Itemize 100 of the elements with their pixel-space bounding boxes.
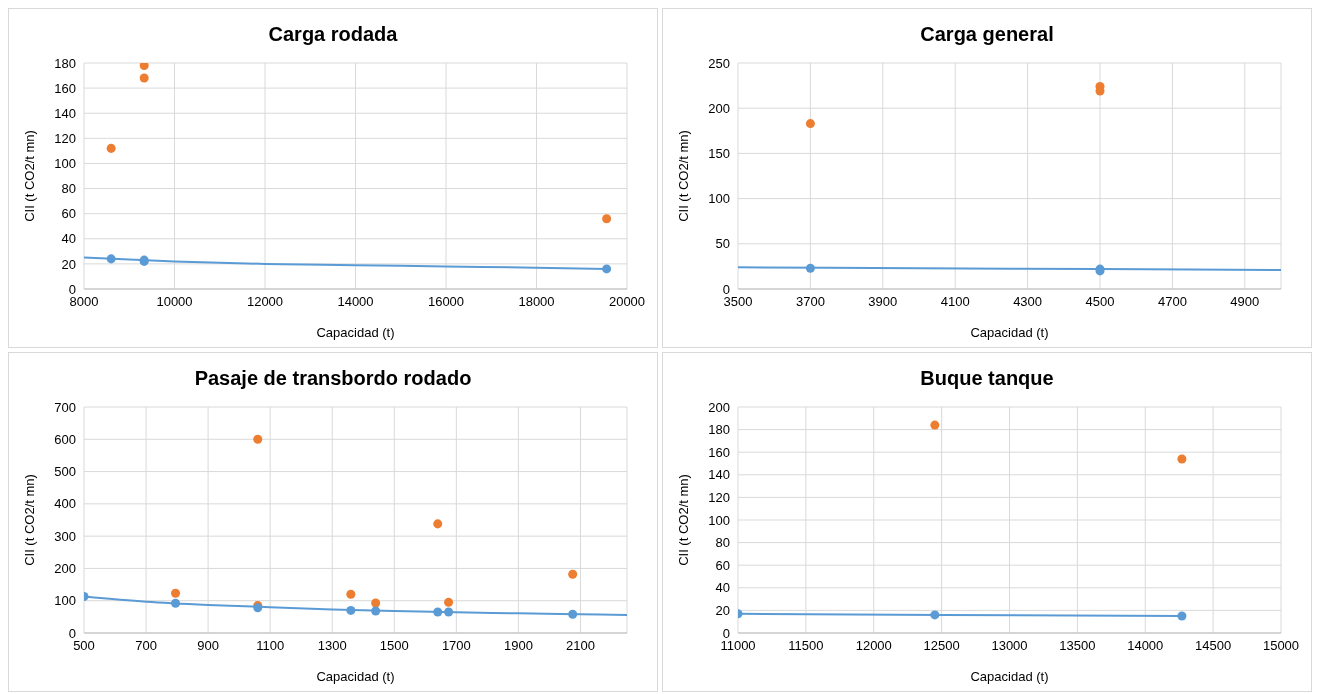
y-tick-label: 0 [68, 281, 76, 297]
point [602, 264, 612, 274]
x-tick-label: 1700 [441, 638, 471, 654]
point [930, 610, 940, 620]
y-tick-label: 20 [61, 256, 76, 272]
x-axis-title: Capacidad (t) [970, 325, 1049, 340]
y-tick-label: 120 [708, 490, 730, 506]
y-tick-label: 200 [708, 100, 730, 116]
x-tick-label: 10000 [156, 294, 193, 310]
point [346, 589, 356, 599]
y-tick-label: 200 [708, 399, 730, 415]
y-axis-title: CII (t CO2/t mn) [21, 474, 37, 566]
x-axis-title: Capacidad (t) [316, 669, 395, 684]
point [444, 597, 454, 607]
y-tick-label: 0 [722, 281, 730, 297]
y-tick-label: 250 [708, 55, 730, 71]
chart-title: Buque tanque [919, 366, 1055, 391]
point [253, 434, 263, 444]
point [568, 609, 578, 619]
x-tick-label: 3700 [795, 294, 825, 310]
x-tick-label: 3500 [723, 294, 753, 310]
point [444, 607, 454, 617]
y-tick-label: 100 [54, 156, 76, 172]
y-tick-label: 150 [708, 146, 730, 162]
x-tick-label: 14500 [1195, 638, 1232, 654]
y-axis-title: CII (t CO2/t mn) [21, 130, 37, 222]
x-tick-label: 1900 [503, 638, 533, 654]
x-tick-label: 14000 [1127, 638, 1164, 654]
point [171, 588, 181, 598]
x-tick-label: 12000 [855, 638, 892, 654]
point [805, 119, 815, 129]
point [433, 607, 443, 617]
point [139, 73, 149, 83]
point [106, 143, 116, 153]
chart-title: Pasaje de transbordo rodado [193, 366, 473, 391]
x-tick-label: 4500 [1085, 294, 1115, 310]
y-tick-label: 300 [54, 528, 76, 544]
y-tick-label: 120 [54, 130, 76, 146]
x-axis-title: Capacidad (t) [970, 669, 1049, 684]
y-tick-label: 400 [54, 496, 76, 512]
y-tick-label: 100 [708, 512, 730, 528]
x-tick-label: 4100 [940, 294, 970, 310]
y-tick-label: 140 [708, 467, 730, 483]
y-tick-label: 0 [722, 625, 730, 641]
point [930, 420, 940, 430]
y-tick-label: 0 [68, 625, 76, 641]
y-tick-label: 180 [54, 55, 76, 71]
point [805, 263, 815, 273]
point [139, 63, 149, 71]
y-tick-label: 160 [54, 80, 76, 96]
x-tick-label: 4700 [1157, 294, 1187, 310]
y-tick-label: 700 [54, 399, 76, 415]
x-tick-label: 13500 [1059, 638, 1096, 654]
point [371, 598, 381, 608]
point [602, 214, 612, 224]
x-tick-label: 12500 [923, 638, 960, 654]
x-tick-label: 20000 [608, 294, 646, 310]
x-tick-label: 1500 [379, 638, 409, 654]
y-tick-label: 20 [715, 603, 730, 619]
chart-title: Carga general [919, 22, 1055, 47]
x-tick-label: 700 [135, 638, 157, 654]
x-axis-title: Capacidad (t) [316, 325, 395, 340]
y-tick-label: 180 [708, 422, 730, 438]
x-tick-label: 1300 [317, 638, 347, 654]
y-tick-label: 140 [54, 105, 76, 121]
point [371, 606, 381, 616]
y-tick-label: 40 [61, 231, 76, 247]
y-tick-label: 160 [708, 444, 730, 460]
y-tick-label: 80 [715, 535, 730, 551]
x-tick-label: 4900 [1230, 294, 1260, 310]
y-tick-label: 500 [54, 464, 76, 480]
x-tick-label: 11500 [788, 638, 824, 654]
x-tick-label: 1100 [256, 638, 285, 654]
point [568, 569, 578, 579]
x-tick-label: 8000 [69, 294, 99, 310]
x-tick-label: 2100 [566, 638, 595, 654]
x-tick-label: 18000 [518, 294, 555, 310]
x-tick-label: 3900 [868, 294, 898, 310]
y-tick-label: 600 [54, 431, 76, 447]
x-tick-label: 15000 [1262, 638, 1300, 654]
x-tick-label: 14000 [337, 294, 374, 310]
y-tick-label: 80 [61, 181, 76, 197]
chart-title: Carga rodada [267, 22, 399, 47]
x-tick-label: 12000 [246, 294, 284, 310]
x-tick-label: 4300 [1013, 294, 1043, 310]
x-tick-label: 11000 [720, 638, 756, 654]
y-tick-label: 60 [61, 206, 76, 222]
point [1177, 611, 1187, 621]
x-tick-label: 900 [197, 638, 219, 654]
x-tick-label: 13000 [991, 638, 1028, 654]
y-tick-label: 100 [54, 593, 76, 609]
y-tick-label: 50 [715, 236, 730, 252]
y-tick-label: 200 [54, 561, 76, 577]
point [346, 605, 356, 615]
y-axis-title: CII (t CO2/t mn) [675, 474, 691, 566]
point [433, 519, 443, 529]
point [171, 598, 181, 608]
y-tick-label: 40 [715, 580, 730, 596]
y-axis-title: CII (t CO2/t mn) [675, 130, 691, 222]
y-tick-label: 100 [708, 191, 730, 207]
